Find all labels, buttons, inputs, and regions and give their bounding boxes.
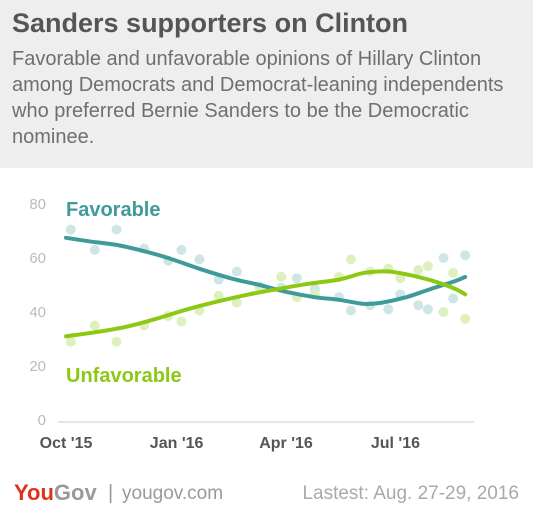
- chart-title: Sanders supporters on Clinton: [12, 8, 409, 38]
- favorable-data-point: [413, 300, 424, 311]
- unfavorable-data-point: [422, 261, 433, 272]
- favorable-data-point: [438, 253, 449, 263]
- chart-subtitle: Favorable and unfavorable opinions of Hi…: [12, 48, 504, 148]
- latest-date: Lastest: Aug. 27-29, 2016: [302, 483, 519, 504]
- logo-you: You: [14, 480, 54, 505]
- y-tick-label: 0: [38, 412, 46, 429]
- favorable-data-point: [291, 273, 302, 284]
- favorable-data-point: [65, 224, 76, 235]
- footer-url[interactable]: yougov.com: [122, 483, 224, 504]
- unfavorable-trend-line: [64, 269, 468, 339]
- favorable-data-point: [231, 266, 242, 277]
- unfavorable-data-point: [395, 273, 406, 284]
- y-tick-label: 20: [29, 358, 46, 375]
- favorable-data-point: [194, 254, 205, 265]
- y-tick-label: 80: [29, 196, 46, 213]
- unfavorable-data-point: [176, 316, 187, 327]
- yougov-logo: YouGov: [14, 480, 97, 506]
- favorable-data-point: [422, 304, 433, 315]
- x-tick-label: Apr '16: [259, 435, 313, 452]
- unfavorable-data-point: [213, 290, 224, 301]
- unfavorable-series-label: Unfavorable: [66, 365, 182, 387]
- favorable-data-point: [176, 244, 187, 255]
- header-panel: Sanders supporters on Clinton Favorable …: [0, 0, 533, 168]
- favorable-data-point: [89, 244, 100, 255]
- logo-gov: Gov: [53, 480, 97, 505]
- favorable-data-point: [460, 250, 471, 261]
- unfavorable-data-point: [111, 336, 122, 347]
- unfavorable-data-point: [448, 267, 459, 278]
- unfavorable-data-point: [231, 297, 242, 308]
- line-chart: 80 60 40 20 0 Oct '15 Jan '16 Apr '16 Jul '16 Fa…: [29, 196, 474, 452]
- x-tick-label: Jul '16: [371, 435, 420, 452]
- unfavorable-data-point: [89, 320, 100, 331]
- unfavorable-data-point: [438, 307, 449, 317]
- favorable-data-point: [448, 293, 459, 304]
- y-tick-label: 60: [29, 250, 46, 267]
- favorable-data-point: [383, 304, 394, 315]
- footer-separator: |: [108, 482, 114, 504]
- x-tick-label: Jan '16: [150, 435, 204, 452]
- unfavorable-data-point: [413, 265, 424, 276]
- unfavorable-data-point: [345, 254, 356, 265]
- unfavorable-data-point: [276, 271, 287, 282]
- favorable-series-label: Favorable: [66, 199, 160, 221]
- favorable-data-point: [111, 224, 122, 235]
- y-tick-label: 40: [29, 304, 46, 321]
- unfavorable-data-point: [460, 313, 471, 324]
- unfavorable-data-point: [65, 336, 76, 347]
- favorable-data-point: [345, 305, 356, 316]
- x-tick-label: Oct '15: [40, 435, 93, 452]
- favorable-trend-line: [64, 235, 468, 307]
